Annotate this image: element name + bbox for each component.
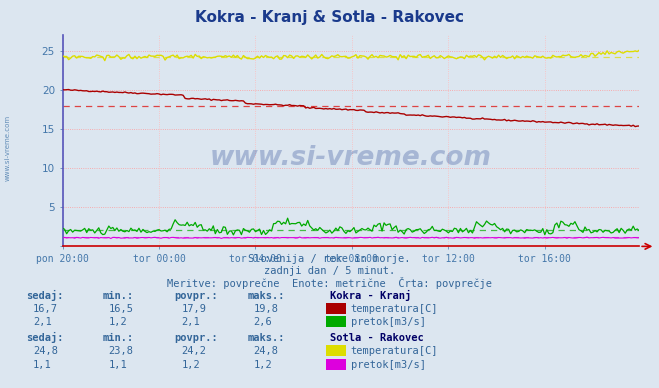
- Text: 16,7: 16,7: [33, 304, 58, 314]
- Text: zadnji dan / 5 minut.: zadnji dan / 5 minut.: [264, 266, 395, 276]
- Text: www.si-vreme.com: www.si-vreme.com: [210, 145, 492, 171]
- Text: 2,1: 2,1: [181, 317, 200, 327]
- Text: min.:: min.:: [102, 333, 133, 343]
- Text: temperatura[C]: temperatura[C]: [351, 346, 438, 356]
- Text: 1,2: 1,2: [109, 317, 127, 327]
- Text: pretok[m3/s]: pretok[m3/s]: [351, 360, 426, 370]
- Text: 2,1: 2,1: [33, 317, 51, 327]
- Text: Sotla - Rakovec: Sotla - Rakovec: [330, 333, 423, 343]
- Text: 16,5: 16,5: [109, 304, 134, 314]
- Text: 24,8: 24,8: [254, 346, 279, 356]
- Text: 24,2: 24,2: [181, 346, 206, 356]
- Text: Kokra - Kranj: Kokra - Kranj: [330, 290, 411, 301]
- Text: 1,2: 1,2: [254, 360, 272, 370]
- Text: maks.:: maks.:: [247, 291, 285, 301]
- Text: 17,9: 17,9: [181, 304, 206, 314]
- Text: www.si-vreme.com: www.si-vreme.com: [5, 114, 11, 180]
- Text: maks.:: maks.:: [247, 333, 285, 343]
- Text: 19,8: 19,8: [254, 304, 279, 314]
- Text: temperatura[C]: temperatura[C]: [351, 304, 438, 314]
- Text: min.:: min.:: [102, 291, 133, 301]
- Text: povpr.:: povpr.:: [175, 333, 218, 343]
- Text: pretok[m3/s]: pretok[m3/s]: [351, 317, 426, 327]
- Text: Kokra - Kranj & Sotla - Rakovec: Kokra - Kranj & Sotla - Rakovec: [195, 10, 464, 25]
- Text: 1,1: 1,1: [109, 360, 127, 370]
- Text: 23,8: 23,8: [109, 346, 134, 356]
- Text: 1,1: 1,1: [33, 360, 51, 370]
- Text: Meritve: povprečne  Enote: metrične  Črta: povprečje: Meritve: povprečne Enote: metrične Črta:…: [167, 277, 492, 289]
- Text: Slovenija / reke in morje.: Slovenija / reke in morje.: [248, 254, 411, 264]
- Text: povpr.:: povpr.:: [175, 291, 218, 301]
- Text: sedaj:: sedaj:: [26, 333, 64, 343]
- Text: 24,8: 24,8: [33, 346, 58, 356]
- Text: 2,6: 2,6: [254, 317, 272, 327]
- Text: 1,2: 1,2: [181, 360, 200, 370]
- Text: sedaj:: sedaj:: [26, 290, 64, 301]
